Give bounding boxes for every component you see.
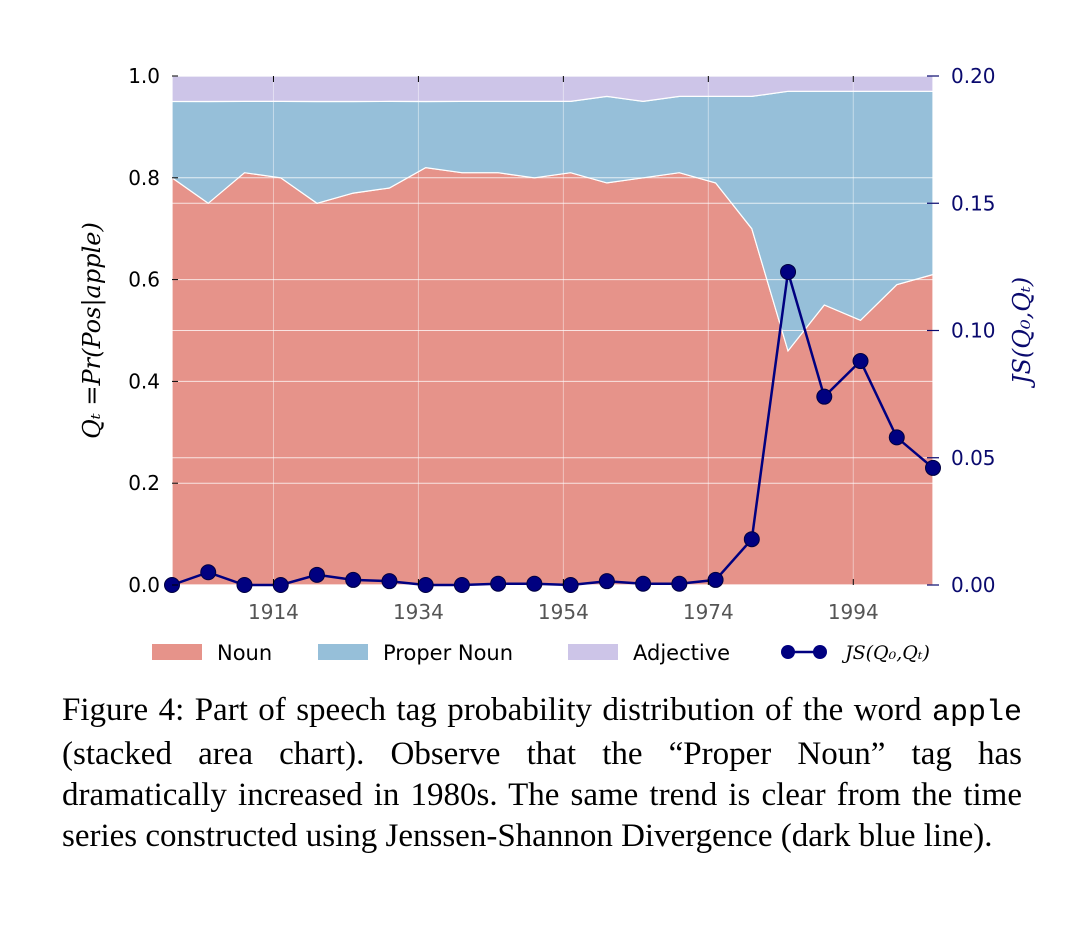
js-point: [417, 577, 434, 593]
js-point: [816, 388, 833, 405]
legend-swatch-noun: [152, 644, 202, 660]
xtick-label: 1934: [393, 600, 444, 624]
y-axis-label: Qₜ =Pr(Pos|apple): [78, 222, 107, 439]
ytick-right-label: 0.15: [951, 191, 996, 215]
area-layer: [171, 75, 934, 586]
axes-layer: 0.0 0.2 0.4 0.6 0.8 1.0 0.00 0.05 0.10 0.15 0.20 19…: [78, 64, 1036, 624]
js-point: [200, 564, 217, 581]
ytick-label: 0.8: [128, 166, 160, 190]
js-point: [743, 531, 760, 548]
js-point: [308, 566, 325, 583]
ytick-label: 0.6: [128, 268, 160, 292]
ytick-right-label: 0.10: [951, 319, 996, 343]
ytick-label: 0.4: [128, 369, 160, 393]
xtick-label: 1954: [538, 600, 589, 624]
legend-label: Noun: [217, 641, 272, 665]
legend-marker: [781, 645, 795, 659]
js-line-layer: [164, 263, 941, 593]
xtick-label: 1974: [683, 600, 734, 624]
figure-caption: Figure 4: Part of speech tag probability…: [62, 690, 1022, 857]
js-point: [562, 577, 579, 593]
legend-label: Adjective: [633, 641, 730, 665]
js-point: [671, 575, 688, 592]
caption-suffix: (stacked area chart). Observe that the “…: [62, 736, 1022, 854]
caption-prefix: Figure 4: Part of speech tag probability…: [62, 692, 922, 728]
js-point: [490, 575, 507, 592]
js-point: [272, 577, 289, 593]
legend-marker: [813, 645, 827, 659]
ytick-right-label: 0.05: [951, 446, 996, 470]
legend-label: Proper Noun: [383, 641, 513, 665]
js-point: [925, 459, 941, 476]
js-point: [598, 573, 615, 590]
js-point: [707, 571, 724, 588]
legend-swatch-proper-noun: [318, 644, 368, 660]
xtick-label: 1994: [828, 600, 879, 624]
js-point: [381, 573, 398, 590]
js-point: [526, 575, 543, 592]
js-point: [453, 577, 470, 593]
legend: Noun Proper Noun Adjective JS(Q₀,Qₜ): [152, 641, 930, 665]
ytick-label: 1.0: [128, 64, 160, 88]
js-point: [635, 575, 652, 592]
legend-label: JS(Q₀,Qₜ): [841, 642, 930, 664]
legend-swatch-adjective: [568, 644, 618, 660]
caption-code: apple: [931, 696, 1022, 730]
ytick-label: 0.2: [128, 471, 160, 495]
js-line: [171, 271, 934, 587]
js-point: [236, 577, 253, 593]
ytick-label: 0.0: [128, 573, 160, 597]
js-point: [780, 263, 797, 280]
ytick-right-label: 0.20: [951, 64, 996, 88]
xtick-label: 1914: [248, 600, 299, 624]
js-point: [852, 353, 869, 370]
js-point: [345, 571, 362, 588]
y-axis-right-label: JS(Q₀,Qₜ): [1008, 277, 1036, 389]
stacked-area-chart: 0.0 0.2 0.4 0.6 0.8 1.0 0.00 0.05 0.10 0.15 0.20 19…: [78, 64, 1036, 665]
js-point: [888, 429, 905, 446]
ytick-right-label: 0.00: [951, 573, 996, 597]
